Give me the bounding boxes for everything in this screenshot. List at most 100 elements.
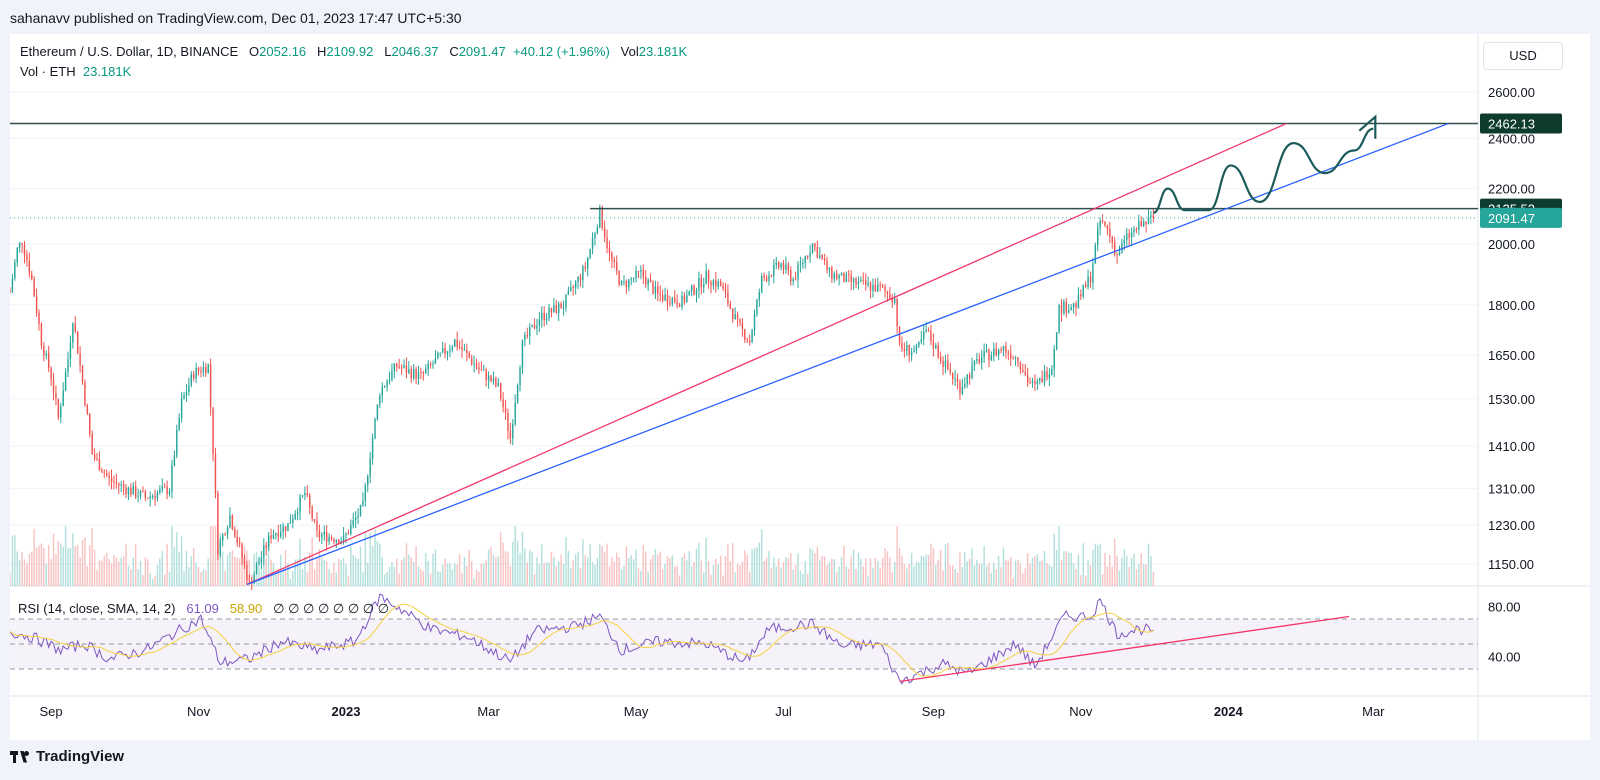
candle-body [434,358,437,364]
candle-body [403,365,405,368]
volume-bar [350,545,352,586]
volume-bar [637,568,640,586]
volume-bar [1010,556,1012,586]
candle-body [420,372,422,374]
volume-bar [10,573,11,586]
candle-body [473,363,475,365]
volume-bar [770,567,773,586]
volume-bar [877,560,879,586]
low-label: L [384,44,392,59]
volume-bar [154,575,156,586]
volume-bar [1022,573,1024,586]
volume-bar [446,563,449,586]
candle-body [1031,381,1034,383]
candle-body [1118,252,1121,256]
price-chart[interactable]: 2600.00 2400.00 2200.00 2000.00 1800.00 1650.… [10,34,1590,740]
volume-bar [606,543,608,586]
volume-bar [823,556,826,586]
candle-body [864,279,867,286]
candle-body [951,372,954,379]
candle-body [937,345,939,358]
volume-bar [403,557,405,586]
volume-bar [132,557,135,586]
volume-bar [1080,575,1082,586]
candle-body [884,287,886,292]
tradingview-footer[interactable]: TradingView [10,748,124,765]
volume-bar [197,567,200,586]
volume-bar [855,569,857,586]
volume-bar [739,565,741,586]
volume-bar [635,549,637,586]
candle-body [156,492,159,499]
candle-body [393,363,396,372]
candle-body [850,275,852,282]
vol-label: Vol [620,44,639,59]
publisher-line: sahanavv published on TradingView.com, D… [10,10,462,26]
volume-bar [826,564,828,586]
volume-bar [872,567,874,586]
volume-bar [507,551,509,586]
candle-body [456,339,458,347]
candle-body [925,329,927,332]
volume-bar [768,551,770,586]
candle-body [84,382,86,405]
volume-bar [657,554,659,586]
candle-body [60,406,62,418]
candle-body [243,558,246,566]
candle-body [768,275,770,281]
candle-body [1130,232,1133,238]
candle-body [352,520,354,526]
candle-body [151,496,154,498]
volume-bar [178,551,180,586]
vol-eth-label[interactable]: Vol · ETH [20,64,76,79]
candle-body [688,291,690,296]
candle-body [313,518,316,521]
candle-body [316,520,318,531]
candle-body [879,284,881,286]
volume-bar [1140,553,1142,586]
candle-body [717,281,719,287]
rsi-pane [10,593,1478,685]
price-tick-label: 1650.00 [1488,348,1535,363]
volume-bar [231,550,234,586]
candle-body [942,360,944,367]
candle-body [1060,304,1063,314]
candle-body [311,507,313,519]
candle-body [263,545,265,558]
candle-body [625,280,628,288]
candle-body [388,379,391,382]
candle-body [499,382,502,400]
time-tick-label: Nov [1069,704,1093,719]
candle-body [545,318,548,321]
price-tick-label: 1230.00 [1488,518,1535,533]
volume-bar [323,560,325,586]
currency-selector[interactable]: USD [1483,42,1563,70]
candle-body [115,482,118,484]
volume-bar [454,563,456,586]
volume-bar [988,563,990,586]
price-tag-label: 2091.47 [1488,211,1535,226]
projection-path [1152,114,1377,214]
volume-bar [449,562,451,586]
candle-body [47,353,50,369]
volume-bar [1087,560,1089,586]
volume-bar [550,551,553,586]
symbol-title[interactable]: Ethereum / U.S. Dollar, 1D, BINANCE [20,44,239,59]
candle-body [615,262,618,272]
candle-body [142,491,144,493]
candle-body [1142,221,1145,227]
vol-eth-value: 23.181K [82,64,132,79]
volume-bar [695,548,698,586]
volume-bar [985,566,988,586]
volume-bar [475,569,478,586]
candle-body [980,357,983,363]
rsi-label[interactable]: RSI (14, close, SMA, 14, 2) [18,601,176,616]
volume-bar [342,557,345,586]
candle-body [277,533,280,537]
candle-body [1104,221,1106,226]
candle-body [480,369,483,371]
candle-body [661,295,664,301]
candle-body [103,472,105,474]
volume-bar [1041,560,1043,586]
candle-body [502,399,504,408]
